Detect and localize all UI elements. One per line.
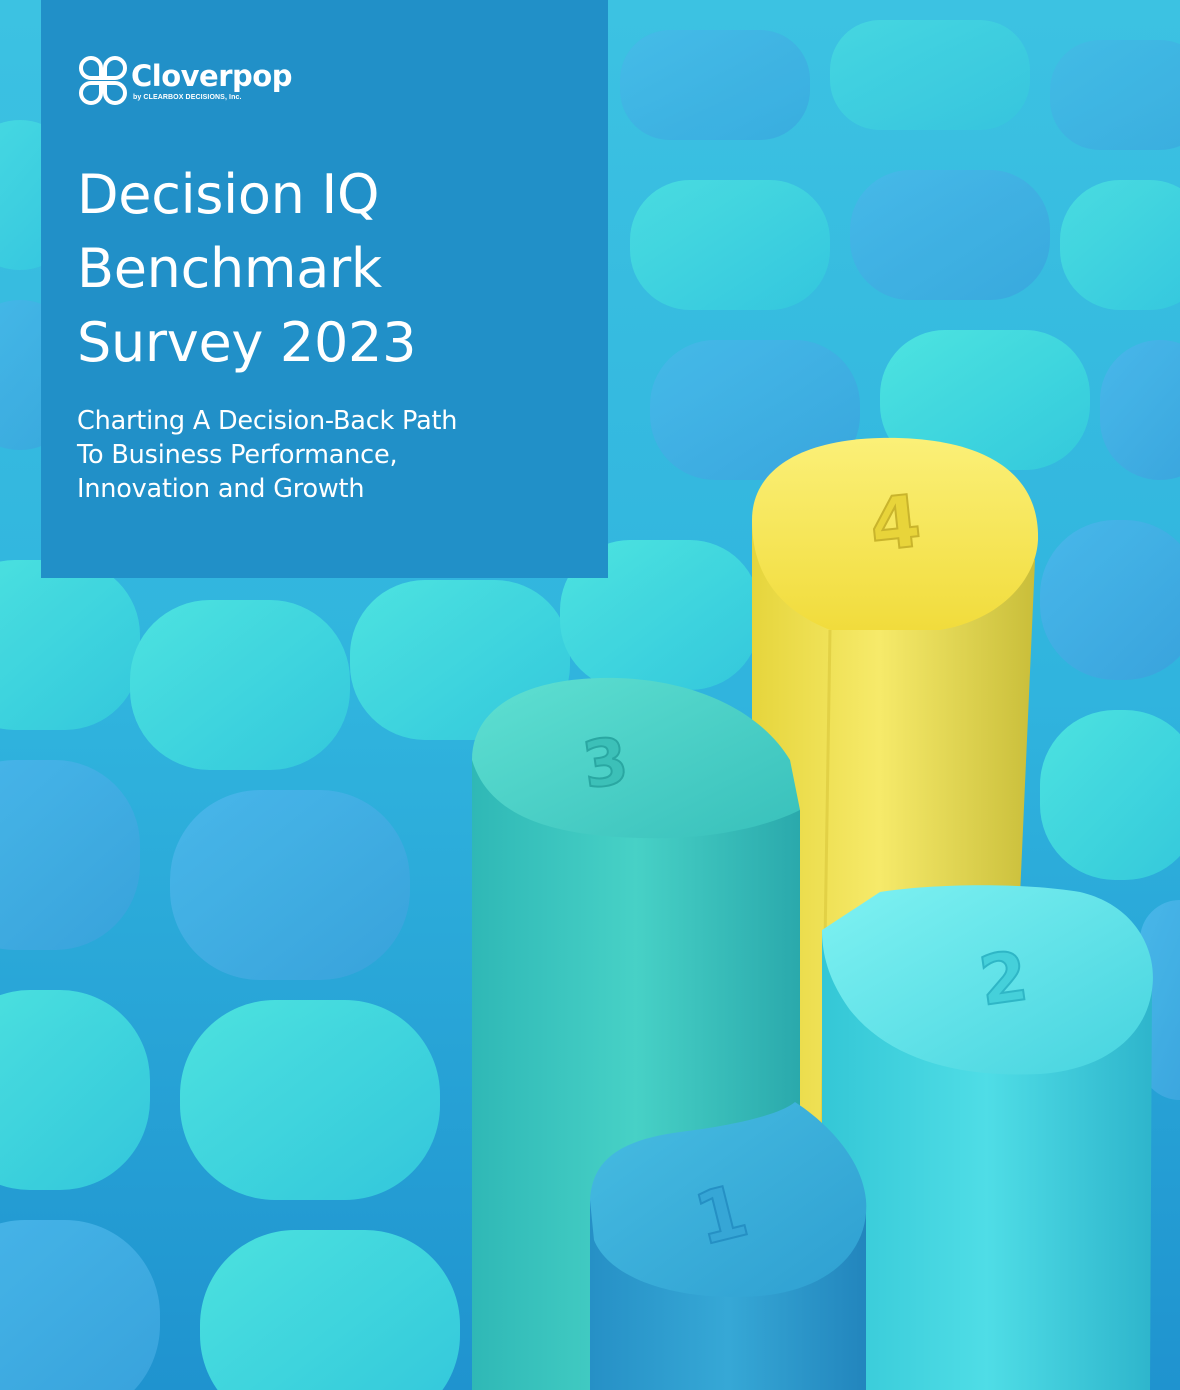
- subtitle-line: Charting A Decision-Back Path: [77, 406, 458, 436]
- podium-pillar-2: [822, 885, 1153, 1390]
- brand-logo: Cloverpop by CLEARBOX DECISIONS, Inc.: [79, 56, 339, 116]
- title-line: Benchmark: [77, 237, 382, 300]
- title-panel: Cloverpop by CLEARBOX DECISIONS, Inc. De…: [41, 0, 608, 578]
- subtitle-line: To Business Performance,: [77, 440, 398, 470]
- title-line: Decision IQ: [77, 163, 380, 226]
- title-line: Survey 2023: [77, 311, 417, 374]
- tile-pattern: [0, 20, 1180, 1390]
- brand-name: Cloverpop: [131, 59, 292, 93]
- podium-label-3: 3: [578, 724, 632, 803]
- subtitle-line: Innovation and Growth: [77, 474, 365, 504]
- report-subtitle: Charting A Decision-Back Path To Busines…: [77, 404, 597, 506]
- report-title: Decision IQ Benchmark Survey 2023: [77, 158, 597, 380]
- podium-label-4: 4: [866, 479, 925, 568]
- podium-pillar-1: [590, 1102, 867, 1390]
- brand-byline: by CLEARBOX DECISIONS, Inc.: [133, 94, 242, 101]
- clover-logo-icon: [79, 56, 127, 105]
